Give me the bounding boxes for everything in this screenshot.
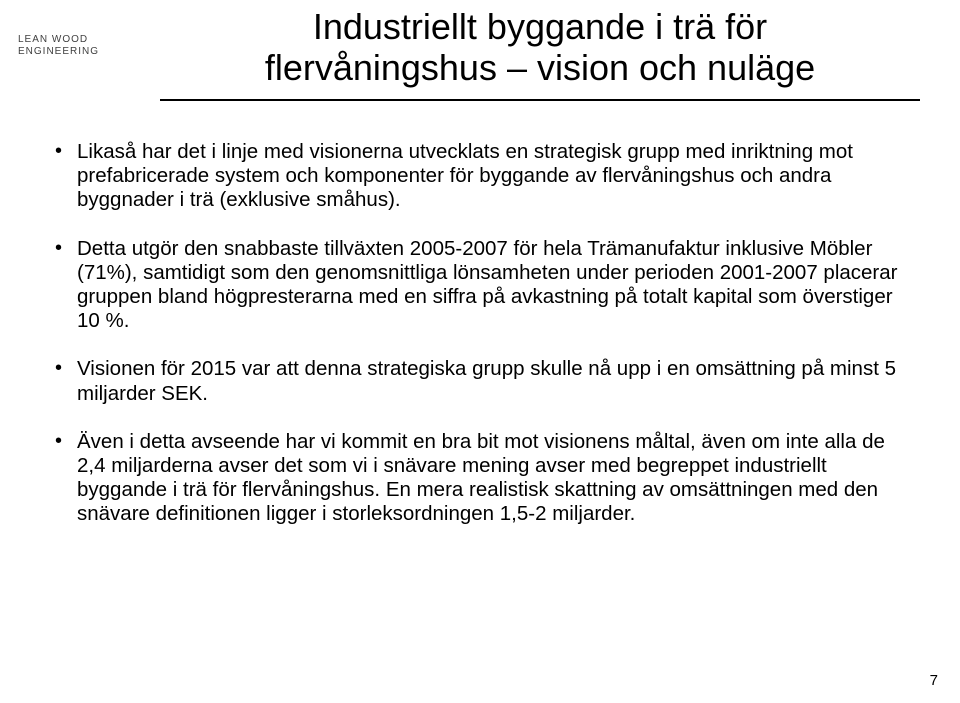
logo: LEAN WOOD ENGINEERING (18, 28, 128, 58)
content: Likaså har det i linje med visionerna ut… (55, 140, 905, 550)
title-block: Industriellt byggande i trä för flervåni… (160, 6, 920, 101)
title-rule (160, 99, 920, 101)
title-line-2: flervåningshus – vision och nuläge (265, 47, 815, 88)
page-title: Industriellt byggande i trä för flervåni… (160, 6, 920, 89)
logo-text-line1: LEAN WOOD (18, 34, 128, 46)
list-item: Även i detta avseende har vi kommit en b… (55, 430, 905, 527)
list-item: Detta utgör den snabbaste tillväxten 200… (55, 237, 905, 334)
title-line-1: Industriellt byggande i trä för (313, 6, 767, 47)
logo-text: LEAN WOOD ENGINEERING (18, 34, 128, 58)
page-number: 7 (930, 672, 938, 689)
bullet-list: Likaså har det i linje med visionerna ut… (55, 140, 905, 526)
list-item: Likaså har det i linje med visionerna ut… (55, 140, 905, 213)
logo-text-line2: ENGINEERING (18, 46, 128, 58)
list-item: Visionen för 2015 var att denna strategi… (55, 357, 905, 405)
